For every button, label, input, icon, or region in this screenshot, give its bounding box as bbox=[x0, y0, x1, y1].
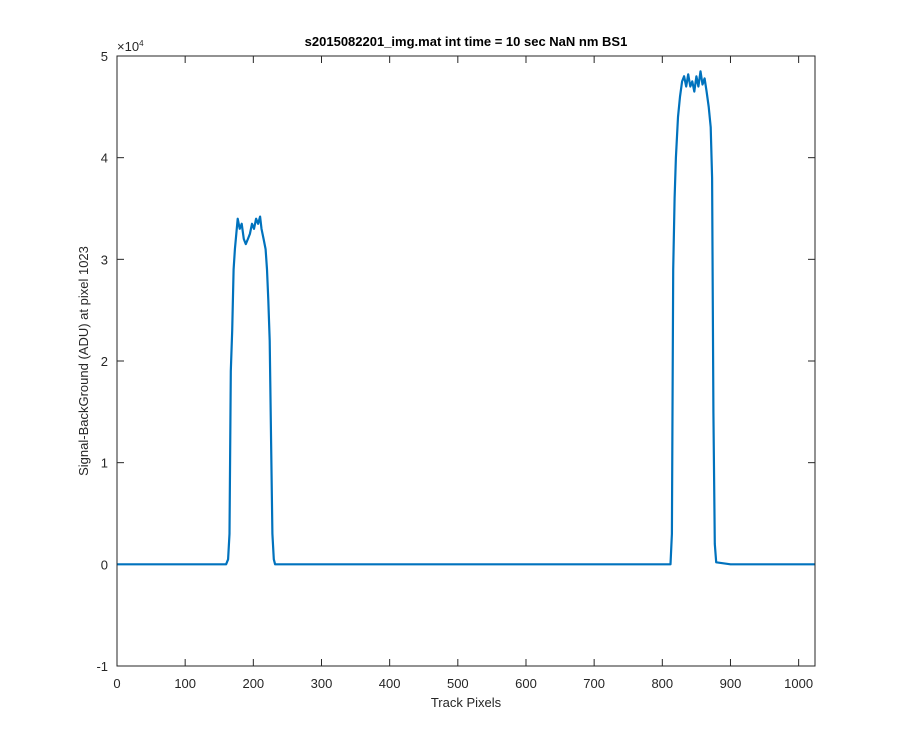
x-tick-label: 200 bbox=[242, 676, 264, 691]
x-axis-title: Track Pixels bbox=[431, 695, 502, 710]
y-tick-label: 2 bbox=[101, 354, 108, 369]
x-tick-label: 0 bbox=[113, 676, 120, 691]
signal-series-line bbox=[117, 70, 815, 566]
y-tick-label: 0 bbox=[101, 557, 108, 572]
y-axis-title: Signal-BackGround (ADU) at pixel 1023 bbox=[76, 246, 91, 476]
y-tick-label: 5 bbox=[101, 49, 108, 64]
x-tick-label: 1000 bbox=[784, 676, 813, 691]
x-tick-label: 500 bbox=[447, 676, 469, 691]
y-tick-label: 3 bbox=[101, 252, 108, 267]
chart-title: s2015082201_img.mat int time = 10 sec Na… bbox=[305, 34, 628, 49]
y-tick-label: 1 bbox=[101, 456, 108, 471]
plot-clip-group bbox=[117, 70, 815, 566]
x-tick-label: 900 bbox=[720, 676, 742, 691]
y-exponent-label: ×104 bbox=[117, 39, 144, 54]
x-tick-label: 400 bbox=[379, 676, 401, 691]
x-tick-label: 300 bbox=[311, 676, 333, 691]
x-tick-label: 600 bbox=[515, 676, 537, 691]
plot-frame bbox=[116, 55, 816, 667]
y-tick-label: 4 bbox=[101, 151, 108, 166]
x-tick-label: 800 bbox=[651, 676, 673, 691]
x-axis-ticks: 0 100 200 300 400 500 600 700 800 900 1000 bbox=[113, 56, 813, 691]
x-tick-label: 100 bbox=[174, 676, 196, 691]
y-tick-label: -1 bbox=[96, 659, 108, 674]
x-tick-label: 700 bbox=[583, 676, 605, 691]
